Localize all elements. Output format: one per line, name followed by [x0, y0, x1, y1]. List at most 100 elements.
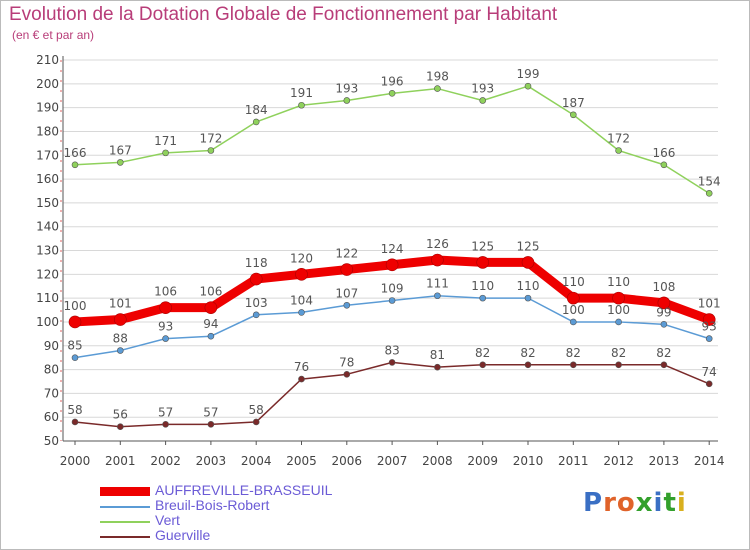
data-point [524, 82, 532, 90]
data-point [343, 371, 351, 378]
data-point [68, 315, 82, 329]
data-label: 82 [520, 346, 535, 360]
data-label: 88 [113, 332, 128, 346]
data-point [660, 361, 668, 369]
data-label: 172 [199, 131, 222, 145]
y-tick-label: 100 [36, 315, 59, 329]
data-point [524, 294, 532, 302]
data-point [569, 111, 577, 119]
data-point [385, 258, 399, 272]
data-point [434, 85, 441, 92]
data-point [117, 159, 124, 166]
y-tick-label: 200 [36, 77, 59, 91]
legend-swatch [100, 506, 150, 508]
y-tick-label: 140 [36, 220, 59, 234]
data-label: 196 [381, 74, 404, 88]
data-label: 124 [381, 242, 404, 256]
data-label: 193 [335, 81, 358, 95]
y-tick-label: 50 [44, 434, 59, 448]
data-label: 166 [652, 146, 675, 160]
x-tick-label: 2010 [513, 454, 544, 468]
data-point [569, 318, 577, 326]
data-point [71, 161, 79, 169]
y-tick-label: 90 [44, 339, 59, 353]
data-point [434, 363, 441, 371]
data-point [705, 190, 713, 197]
data-label: 85 [67, 339, 82, 353]
data-point [705, 380, 713, 388]
legend-label: Breuil-Bois-Robert [155, 497, 270, 513]
y-tick-label: 190 [36, 101, 59, 115]
y-tick-label: 180 [36, 124, 59, 138]
data-point [388, 359, 396, 366]
y-tick-label: 170 [36, 148, 59, 162]
data-label: 171 [154, 134, 177, 148]
data-point [479, 97, 487, 104]
data-point [388, 297, 396, 304]
chart-subtitle: (en € et par an) [12, 28, 95, 42]
x-tick-label: 2008 [422, 454, 453, 468]
y-tick-label: 60 [44, 410, 59, 424]
y-tick-label: 210 [36, 53, 59, 67]
x-tick-label: 2002 [150, 454, 181, 468]
data-label: 193 [471, 81, 494, 95]
data-point [252, 418, 260, 426]
x-tick-label: 2006 [332, 454, 363, 468]
data-label: 110 [562, 275, 585, 289]
data-label: 154 [698, 174, 721, 188]
data-label: 103 [245, 296, 268, 310]
data-point [343, 97, 351, 104]
legend-swatch [100, 521, 150, 523]
data-point [117, 347, 124, 354]
data-label: 187 [562, 96, 585, 110]
data-point [207, 421, 215, 428]
data-label: 106 [154, 285, 177, 299]
data-point [524, 361, 532, 369]
data-point [71, 418, 79, 426]
data-label: 106 [199, 285, 222, 299]
data-point [476, 256, 490, 269]
data-label: 184 [245, 103, 268, 117]
data-label: 57 [158, 405, 173, 419]
data-label: 93 [702, 320, 717, 334]
data-label: 111 [426, 277, 449, 291]
data-label: 167 [109, 143, 132, 157]
x-tick-label: 2000 [60, 454, 91, 468]
data-label: 82 [566, 346, 581, 360]
data-label: 125 [471, 239, 494, 253]
data-point [340, 263, 354, 276]
data-point [569, 361, 577, 369]
data-point [343, 301, 351, 309]
data-point [702, 313, 716, 326]
data-label: 94 [203, 317, 218, 331]
data-label: 83 [384, 343, 399, 357]
data-label: 110 [607, 275, 630, 289]
data-label: 125 [517, 239, 540, 253]
data-point [249, 272, 263, 286]
data-label: 122 [335, 247, 358, 261]
data-point [660, 321, 668, 328]
x-tick-label: 2005 [286, 454, 317, 468]
data-point [252, 311, 260, 319]
data-point [615, 318, 622, 326]
legend-label: Guerville [155, 527, 211, 543]
y-tick-label: 150 [36, 196, 59, 210]
x-tick-label: 2003 [196, 454, 227, 468]
data-point [615, 361, 622, 369]
data-label: 108 [652, 280, 675, 294]
y-tick-label: 110 [36, 291, 59, 305]
data-label: 78 [339, 355, 354, 369]
data-point [434, 292, 441, 300]
data-point [612, 291, 625, 305]
data-label: 109 [381, 282, 404, 296]
data-label: 100 [607, 303, 630, 317]
data-label: 82 [475, 346, 490, 360]
data-point [479, 294, 487, 302]
data-label: 74 [702, 365, 717, 379]
data-label: 82 [611, 346, 626, 360]
data-label: 57 [203, 405, 218, 419]
data-label: 82 [656, 346, 671, 360]
data-label: 199 [517, 67, 540, 81]
